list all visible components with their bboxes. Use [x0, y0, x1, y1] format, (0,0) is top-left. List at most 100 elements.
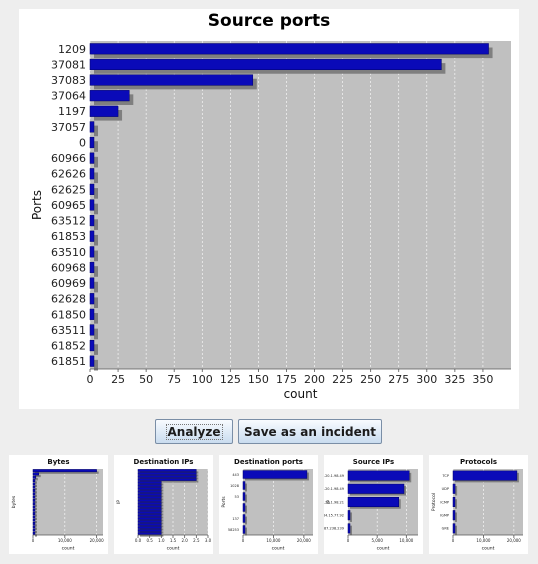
thumbnail-title: Destination IPs — [134, 458, 194, 466]
x-tick-label: 20,000 — [507, 538, 521, 543]
bar — [137, 508, 162, 511]
x-tick-label: 10,000 — [266, 538, 280, 543]
x-axis-label: count — [482, 546, 495, 552]
analyze-button[interactable]: Analyze — [155, 419, 233, 444]
x-tick-label: 1.0 — [158, 538, 165, 543]
bar — [347, 470, 410, 481]
bar-shadow — [245, 483, 247, 492]
bar — [137, 526, 162, 529]
bar-shadow — [94, 313, 98, 324]
bar — [32, 489, 36, 492]
save-as-incident-button[interactable]: Save as an incident — [238, 419, 382, 444]
bar — [452, 470, 518, 481]
thumbnail-source-ips[interactable]: Source IPs 147.20.1.98.49 147.20.1.98.49 14… — [324, 455, 423, 554]
bar-shadow — [140, 534, 164, 537]
bar-shadow — [94, 156, 98, 168]
bar — [32, 495, 36, 499]
bar-shadow — [35, 504, 37, 507]
bar-shadow — [35, 487, 37, 491]
bar — [242, 481, 246, 490]
category-label: 63510 — [51, 246, 86, 259]
thumbnail-title: Protocols — [460, 458, 497, 466]
x-tick-label: 325 — [444, 373, 465, 386]
bar — [137, 520, 162, 523]
x-tick-label: 5,000 — [371, 538, 383, 543]
bar — [89, 136, 95, 149]
bar — [347, 483, 405, 494]
bar — [137, 505, 162, 508]
x-tick-label: 2.5 — [193, 538, 200, 543]
y-axis-label: IP — [326, 500, 332, 504]
x-tick-label: 0 — [242, 538, 245, 543]
bar — [137, 511, 162, 514]
x-tick-label: 0 — [347, 538, 350, 543]
category-label: 1209 — [58, 43, 86, 56]
bar-shadow — [245, 505, 247, 514]
bar — [89, 355, 95, 367]
x-tick-label: 25 — [111, 373, 125, 386]
x-tick-label: 275 — [388, 373, 409, 386]
bar-shadow — [455, 525, 457, 536]
bar-shadow — [140, 480, 199, 483]
bar — [89, 74, 254, 86]
bar — [137, 490, 162, 493]
bar — [242, 470, 308, 479]
bar — [452, 510, 456, 521]
x-tick-label: 10,000 — [476, 538, 490, 543]
bar — [32, 512, 36, 515]
thumbnail-bytes[interactable]: Bytes 0 10,000 20,000 count bytes — [9, 455, 108, 554]
category-label: 147.20.1.98.21 — [324, 500, 344, 504]
thumbnail-protocols[interactable]: Protocols TCP UDP ICMP IGMP GRE 0 10,000 20,000 c… — [429, 455, 528, 554]
bar-shadow — [94, 328, 98, 340]
bar — [137, 502, 162, 505]
bar-shadow — [350, 512, 352, 522]
x-tick-label: 175 — [276, 373, 297, 386]
bar — [137, 493, 162, 496]
category-label: 147.20.1.98.49 — [324, 474, 344, 478]
bar — [347, 523, 351, 534]
bar — [32, 492, 36, 496]
category-label: 58253 — [228, 528, 239, 532]
bar — [137, 514, 162, 517]
thumbnail-title: Destination ports — [234, 458, 303, 466]
bar-shadow — [35, 530, 37, 534]
category-label: 63511 — [51, 324, 86, 337]
x-tick-label: 150 — [248, 373, 269, 386]
bar — [137, 475, 197, 478]
source-ports-chart-panel: Source ports 1209 37081 37083 37064 1197 3705… — [19, 9, 519, 409]
bar — [137, 481, 162, 484]
category-label: GRE — [442, 527, 449, 531]
x-tick-label: 1.5 — [170, 538, 177, 543]
thumbnail-chart: Destination IPs 0.0 0.5 1.0 1.5 2.0 2.5 3.0 coun… — [116, 458, 212, 552]
x-tick-label: 350 — [472, 373, 493, 386]
bar-shadow — [94, 203, 98, 215]
category-label: 61852 — [51, 340, 86, 353]
category-label: 60969 — [51, 277, 86, 290]
bar — [89, 90, 130, 102]
category-label: 62625 — [51, 183, 86, 196]
y-axis-label: Ports — [221, 496, 227, 508]
x-tick-label: 100 — [192, 373, 213, 386]
bar-shadow — [245, 516, 247, 525]
y-axis-label: IP — [116, 500, 122, 504]
bar-shadow — [245, 527, 247, 536]
x-tick-label: 0.0 — [135, 538, 142, 543]
bar-shadow — [245, 494, 247, 503]
plot-area — [90, 41, 511, 369]
category-label: 1197 — [58, 105, 86, 118]
bar — [89, 293, 95, 305]
bar — [32, 482, 36, 486]
thumbnail-destination-ips[interactable]: Destination IPs 0.0 0.5 1.0 1.5 2.0 2.5 3.0 coun… — [114, 455, 213, 554]
category-label: 0 — [79, 136, 86, 149]
bar-shadow — [35, 491, 37, 494]
bar — [137, 517, 162, 520]
bar — [89, 246, 95, 258]
thumbnail-destination-ports[interactable]: Destination ports 443 1028 53 137 58253 0 10,00… — [219, 455, 318, 554]
x-axis-label: count — [377, 546, 390, 552]
bar — [89, 215, 95, 227]
bar — [452, 483, 456, 494]
bar — [347, 510, 351, 521]
bar-shadow — [94, 188, 98, 199]
x-axis-label: count — [284, 387, 318, 401]
category-label: 61853 — [51, 230, 86, 243]
